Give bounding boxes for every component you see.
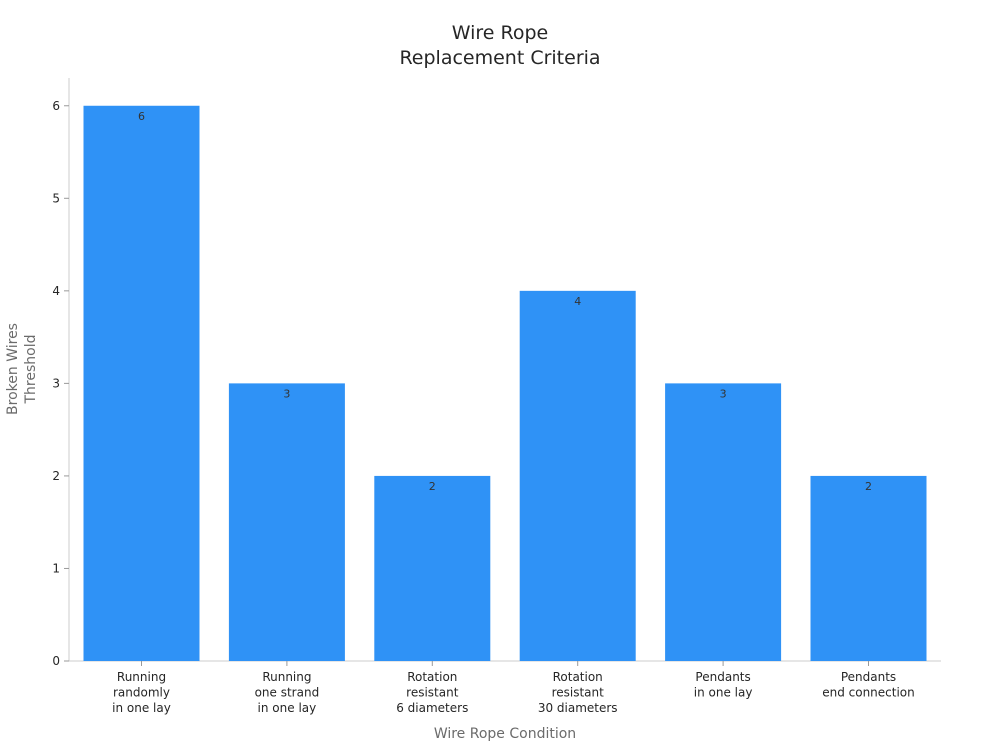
x-category-label-line: 30 diameters (538, 701, 618, 715)
x-category-label: Pendants end connection (822, 670, 915, 700)
y-tick-label: 4 (52, 284, 60, 298)
chart-title-line-1: Wire Rope (452, 22, 549, 44)
bar-value-label: 2 (865, 480, 872, 493)
chart-title-line-2: Replacement Criteria (399, 47, 600, 69)
bar (83, 105, 200, 661)
y-axis-label-line-1: Broken Wires (5, 323, 21, 415)
bar-value-label: 3 (283, 387, 290, 400)
x-category-label-line: one strand (255, 686, 320, 700)
x-category-label: Running one strand in one lay (255, 670, 320, 715)
x-category-label-line: resistant (552, 686, 605, 700)
bar-value-label: 6 (138, 110, 145, 123)
x-category-label-line: in one lay (112, 701, 171, 715)
y-tick-label: 2 (52, 469, 60, 483)
bar (374, 475, 491, 661)
x-category-label-line: Pendants (841, 670, 896, 684)
x-category-label: Rotation resistant 30 diameters (538, 670, 618, 715)
y-tick-label: 0 (52, 654, 60, 668)
x-category-label-line: Rotation (553, 670, 603, 684)
bar-value-label: 2 (429, 480, 436, 493)
x-category-label-line: Running (117, 670, 166, 684)
bars-group: 6 3 2 4 3 2 (83, 105, 927, 661)
y-tick-label: 6 (52, 99, 60, 113)
bar-value-label: 4 (574, 295, 581, 308)
y-tick-label: 1 (52, 561, 60, 575)
x-category-label-line: Rotation (407, 670, 457, 684)
x-category-label-line: resistant (406, 686, 459, 700)
x-category-label: Running randomly in one lay (112, 670, 171, 715)
y-ticks-group: 0 1 2 3 4 5 6 (52, 99, 69, 668)
x-category-label-line: Running (262, 670, 311, 684)
x-category-label: Pendants in one lay (694, 670, 753, 700)
bar (228, 383, 345, 661)
x-category-label-line: randomly (113, 686, 170, 700)
bar (519, 290, 636, 661)
bar (665, 383, 782, 661)
y-axis-label-line-2: Threshold (23, 335, 39, 405)
bar (810, 475, 927, 661)
x-category-label-line: Pendants (695, 670, 750, 684)
x-axis-label: Wire Rope Condition (434, 726, 576, 742)
x-category-label-line: 6 diameters (396, 701, 468, 715)
x-category-label: Rotation resistant 6 diameters (396, 670, 468, 715)
y-tick-label: 3 (52, 376, 60, 390)
x-category-label-line: in one lay (694, 686, 753, 700)
bar-value-label: 3 (720, 387, 727, 400)
y-tick-label: 5 (52, 191, 60, 205)
x-category-label-line: in one lay (258, 701, 317, 715)
x-category-label-line: end connection (822, 686, 915, 700)
